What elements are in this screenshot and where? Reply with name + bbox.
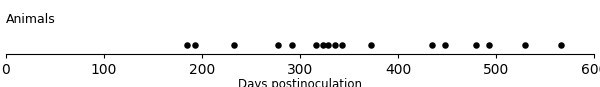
Point bbox=[331, 44, 340, 45]
Point bbox=[274, 44, 283, 45]
Point bbox=[484, 44, 494, 45]
Point bbox=[472, 44, 481, 45]
Point bbox=[287, 44, 297, 45]
Point bbox=[428, 44, 437, 45]
Point bbox=[440, 44, 450, 45]
Point bbox=[318, 44, 328, 45]
Point bbox=[311, 44, 320, 45]
Point bbox=[521, 44, 530, 45]
Text: Animals: Animals bbox=[6, 13, 56, 26]
Point bbox=[190, 44, 200, 45]
Point bbox=[366, 44, 376, 45]
X-axis label: Days postinoculation: Days postinoculation bbox=[238, 78, 362, 87]
Point bbox=[323, 44, 333, 45]
Point bbox=[182, 44, 192, 45]
Point bbox=[230, 44, 239, 45]
Point bbox=[337, 44, 347, 45]
Point bbox=[556, 44, 565, 45]
